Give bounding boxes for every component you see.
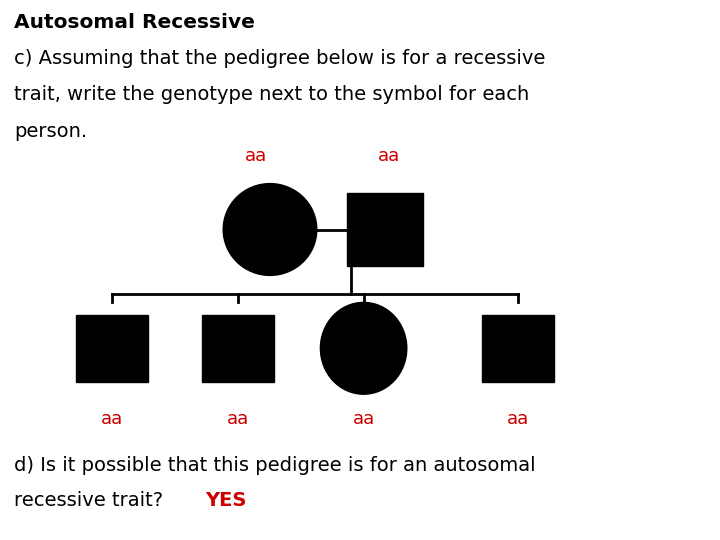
- Bar: [348, 193, 423, 266]
- Ellipse shape: [320, 302, 407, 394]
- Text: c) Assuming that the pedigree below is for a recessive: c) Assuming that the pedigree below is f…: [14, 49, 546, 68]
- Text: aa: aa: [101, 410, 122, 428]
- Text: trait, write the genotype next to the symbol for each: trait, write the genotype next to the sy…: [14, 85, 530, 104]
- Text: YES: YES: [205, 491, 246, 510]
- Text: aa: aa: [378, 147, 400, 165]
- Text: d) Is it possible that this pedigree is for an autosomal: d) Is it possible that this pedigree is …: [14, 456, 536, 475]
- Text: Autosomal Recessive: Autosomal Recessive: [14, 14, 256, 32]
- Bar: [76, 314, 148, 382]
- Text: aa: aa: [245, 147, 266, 165]
- Ellipse shape: [223, 184, 317, 275]
- Text: aa: aa: [508, 410, 529, 428]
- Bar: [202, 314, 274, 382]
- Text: aa: aa: [353, 410, 374, 428]
- Text: aa: aa: [227, 410, 248, 428]
- Text: recessive trait?: recessive trait?: [14, 491, 176, 510]
- Text: person.: person.: [14, 122, 88, 141]
- Bar: [482, 314, 554, 382]
